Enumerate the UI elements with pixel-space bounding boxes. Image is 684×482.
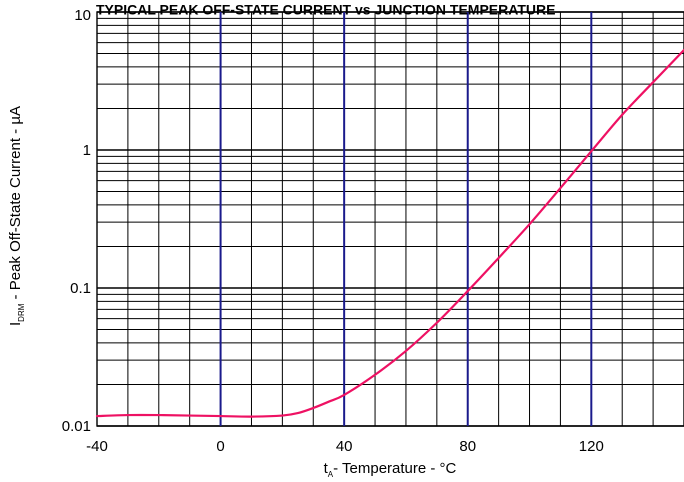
- y-axis-label-prefix: I: [7, 322, 24, 326]
- x-tick-label: 80: [459, 438, 476, 455]
- major-grid-lines: [219, 12, 593, 426]
- y-axis-label: IDRM - Peak Off-State Current - µA: [7, 106, 26, 326]
- x-axis-label: tA- Temperature - °C: [324, 460, 457, 479]
- y-tick-label: 0.01: [62, 418, 91, 435]
- x-tick-label: 0: [216, 438, 224, 455]
- y-axis-label-sub: DRM: [17, 303, 26, 322]
- y-tick-label: 0.1: [70, 280, 91, 297]
- series-line: [95, 48, 684, 418]
- x-tick-label: 120: [579, 438, 604, 455]
- x-axis-label-sub: A: [328, 470, 334, 479]
- x-axis-label-suffix: - Temperature - °C: [333, 460, 456, 477]
- y-tick-label: 1: [83, 142, 91, 159]
- chart-title: TYPICAL PEAK OFF-STATE CURRENT vs JUNCTI…: [96, 1, 555, 17]
- x-tick-label: -40: [86, 438, 108, 455]
- x-axis-label-prefix: t: [324, 460, 329, 477]
- tick-labels: -40 0 40 80 120 0.01 0.1 1 10: [62, 7, 604, 455]
- x-tick-label: 40: [336, 438, 353, 455]
- y-tick-label: 10: [74, 7, 91, 24]
- series-layer: [95, 48, 684, 418]
- plot-frame: [96, 11, 684, 427]
- y-axis-label-suffix: - Peak Off-State Current - µA: [7, 106, 24, 304]
